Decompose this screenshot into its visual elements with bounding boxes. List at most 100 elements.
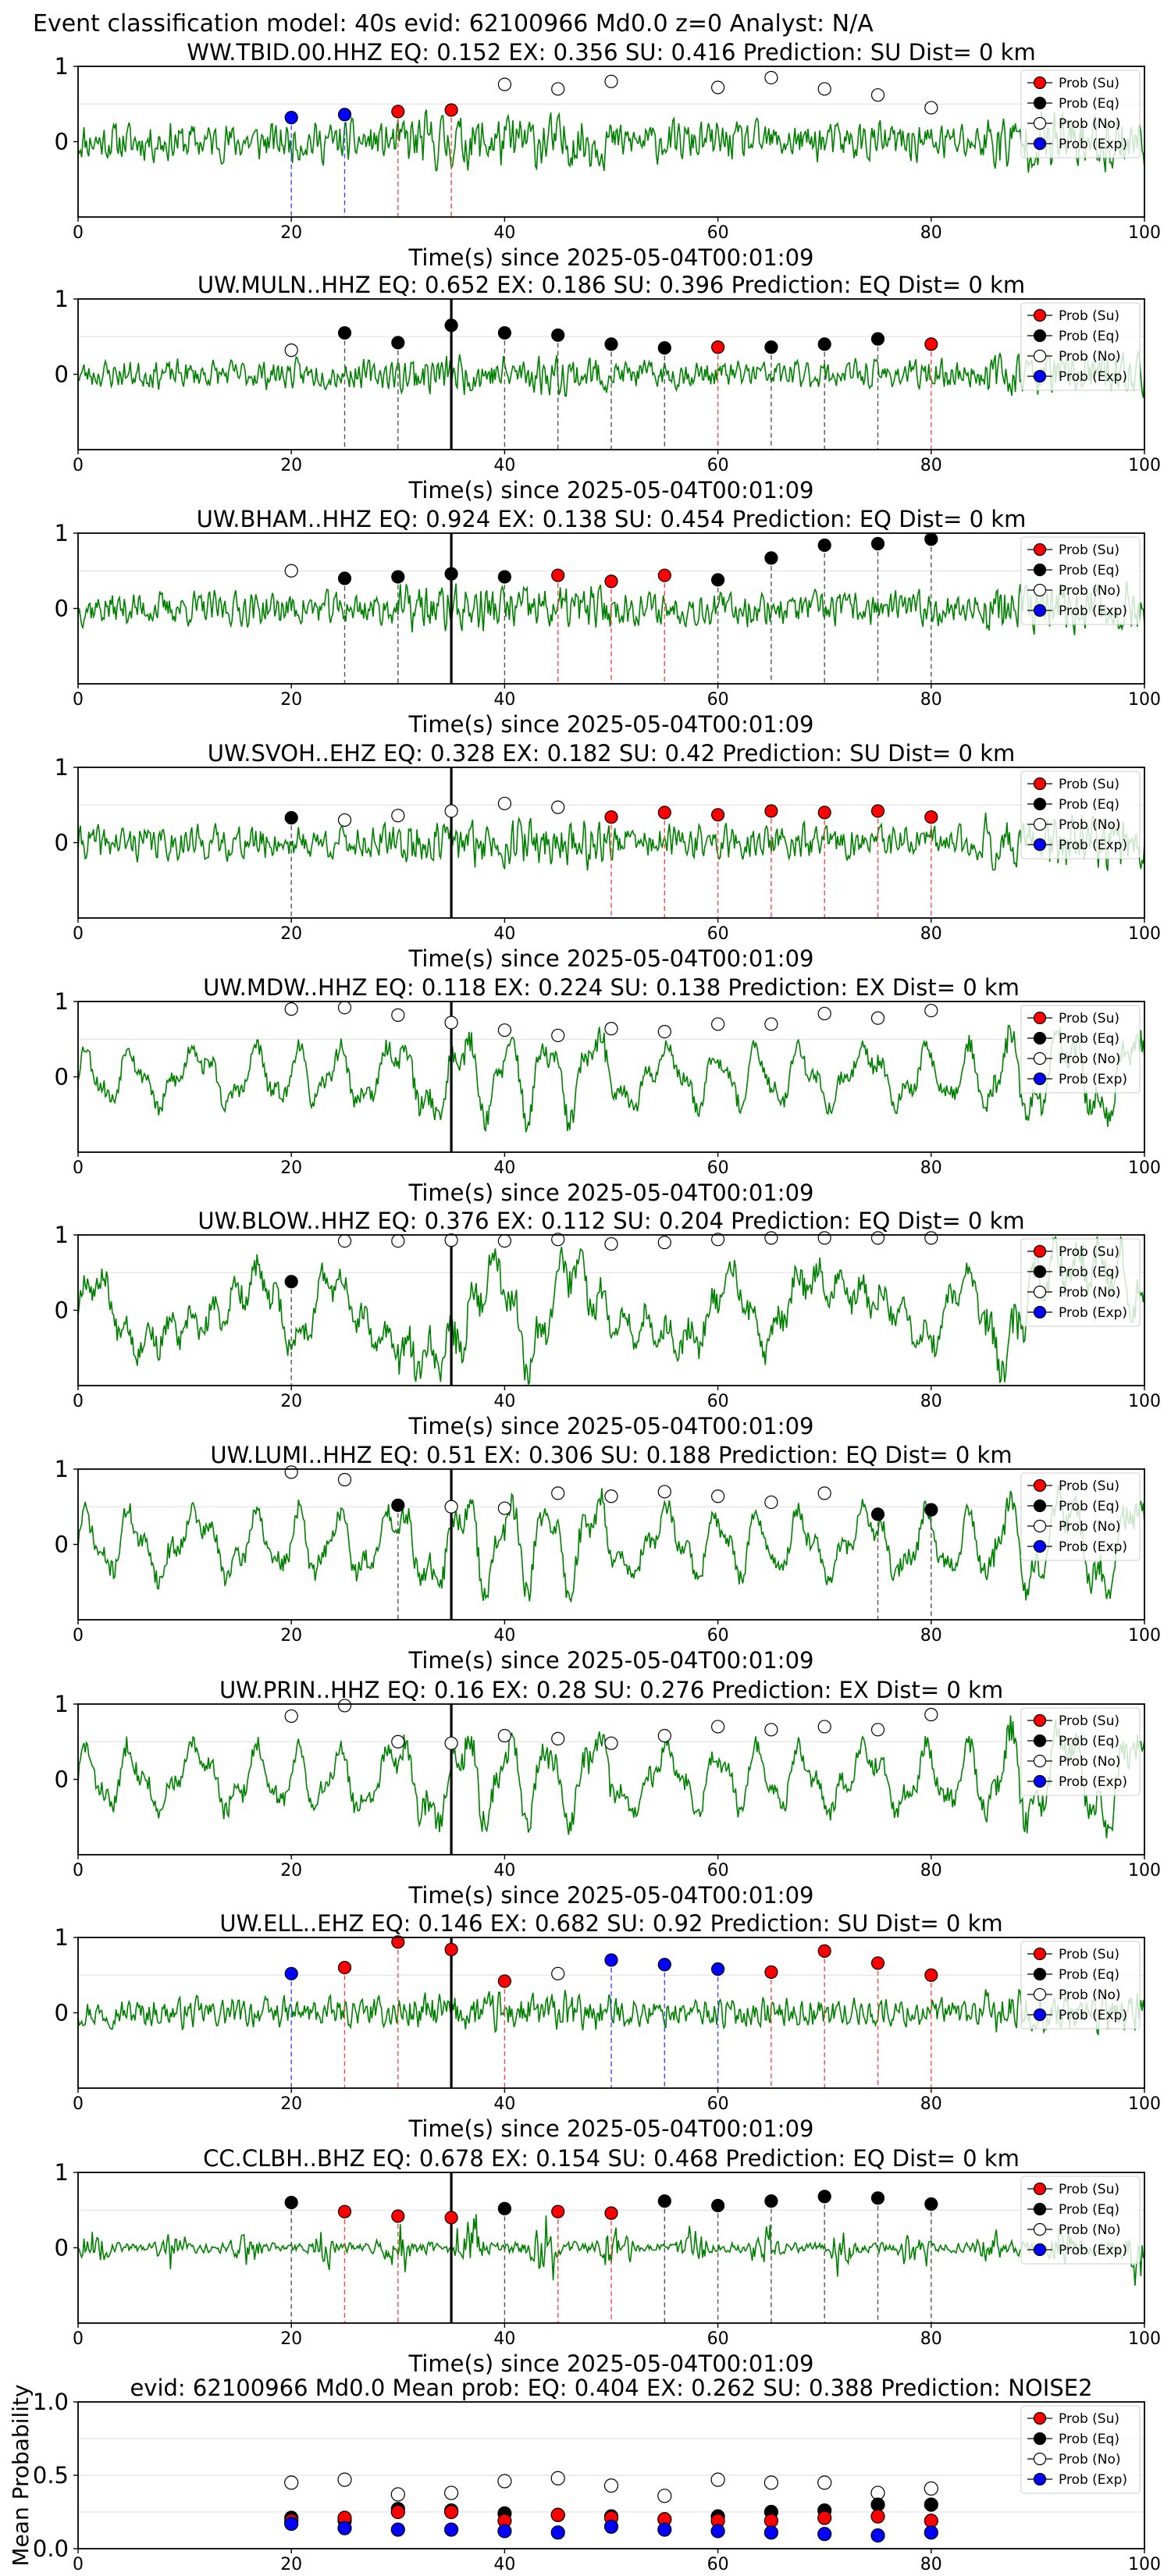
y-tick-label: 1	[55, 53, 69, 80]
legend-marker-eq	[1033, 96, 1047, 110]
legend-label: Prob (Su)	[1059, 777, 1119, 792]
x-tick-label: 80	[920, 924, 942, 944]
panel-2: UW.BHAM..HHZ EQ: 0.924 EX: 0.138 SU: 0.4…	[55, 506, 1161, 738]
legend-label: Prob (Su)	[1059, 1947, 1119, 1962]
legend-marker-su	[1033, 1244, 1047, 1258]
prob-marker-no	[284, 343, 298, 358]
y-tick-label: 1	[55, 988, 69, 1015]
prob-marker-no	[497, 77, 512, 91]
y-tick-label: 0	[55, 129, 69, 155]
prob-marker-eq	[764, 2194, 778, 2208]
prob-marker-no	[657, 1024, 671, 1039]
x-tick-label: 60	[707, 223, 729, 243]
prob-marker-su	[604, 575, 618, 589]
x-axis-label: Time(s) since 2025-05-04T00:01:09	[408, 1413, 814, 1439]
prob-marker-eq	[924, 1503, 938, 1517]
panel-10: evid: 62100966 Md0.0 Mean prob: EQ: 0.40…	[8, 2375, 1161, 2574]
mean-prob-marker-exp	[284, 2516, 299, 2532]
y-tick-label: 0	[55, 830, 69, 856]
x-tick-label: 0	[73, 2555, 84, 2574]
legend-label: Prob (Eq)	[1059, 2202, 1119, 2218]
prob-marker-eq	[764, 551, 778, 565]
prob-marker-no	[710, 1233, 725, 1247]
mean-prob-marker-su	[817, 2510, 832, 2525]
panel-title: CC.CLBH..BHZ EQ: 0.678 EX: 0.154 SU: 0.4…	[203, 2145, 1020, 2172]
legend-label: Prob (Eq)	[1059, 797, 1119, 813]
x-tick-label: 100	[1128, 690, 1161, 710]
x-tick-label: 80	[920, 1626, 942, 1646]
prob-marker-su	[444, 103, 458, 117]
prob-marker-no	[551, 1028, 565, 1043]
prob-marker-su	[924, 1968, 938, 1982]
x-tick-label: 100	[1128, 2094, 1161, 2114]
legend-marker-no	[1033, 349, 1047, 363]
prob-marker-eq	[817, 337, 831, 351]
mean-prob-marker-exp	[763, 2525, 779, 2540]
panel-title: UW.ELL..EHZ EQ: 0.146 EX: 0.682 SU: 0.92…	[219, 1910, 1002, 1937]
prob-marker-no	[604, 1736, 618, 1750]
prob-marker-eq	[657, 341, 671, 355]
legend-label: Prob (No)	[1059, 2452, 1121, 2467]
x-tick-label: 40	[493, 924, 515, 944]
legend-marker-eq	[1033, 2432, 1047, 2446]
prob-marker-no	[337, 1001, 352, 1015]
x-tick-label: 60	[707, 924, 729, 944]
plot-frame	[77, 1234, 1145, 1386]
waveform-trace	[77, 1715, 1145, 1839]
mean-prob-marker-no	[497, 2474, 512, 2489]
x-tick-label: 20	[280, 1861, 302, 1880]
prob-marker-no	[924, 1707, 938, 1722]
legend-label: Prob (Su)	[1059, 1011, 1119, 1026]
x-tick-label: 0	[73, 1158, 84, 1178]
prob-marker-eq	[924, 532, 938, 546]
prob-marker-no	[444, 804, 458, 818]
x-tick-label: 40	[493, 223, 515, 243]
legend-marker-no	[1033, 1754, 1047, 1768]
mean-prob-marker-su	[870, 2509, 885, 2524]
prob-marker-eq	[284, 811, 298, 825]
panel-title: UW.LUMI..HHZ EQ: 0.51 EX: 0.306 SU: 0.18…	[210, 1442, 1012, 1468]
legend-marker-no	[1033, 583, 1047, 597]
legend-marker-eq	[1033, 1734, 1047, 1748]
prob-marker-no	[284, 1465, 298, 1479]
x-tick-label: 40	[493, 1626, 515, 1646]
legend: Prob (Su) Prob (Eq) Prob (No) Prob (Exp)	[1020, 2405, 1141, 2494]
mean-prob-marker-no	[763, 2475, 779, 2490]
prob-marker-no	[817, 1006, 831, 1021]
prob-marker-no	[817, 1486, 831, 1500]
prob-marker-su	[924, 810, 938, 824]
legend-marker-no	[1033, 2452, 1047, 2466]
legend-box	[1020, 69, 1141, 158]
waveform-trace	[77, 1025, 1145, 1133]
prob-marker-eq	[337, 326, 352, 340]
legend-label: Prob (Su)	[1059, 308, 1119, 324]
legend-label: Prob (Su)	[1059, 2411, 1119, 2427]
legend-label: Prob (No)	[1059, 116, 1121, 132]
legend-marker-exp	[1033, 1072, 1047, 1086]
panel-title: UW.BLOW..HHZ EQ: 0.376 EX: 0.112 SU: 0.2…	[198, 1208, 1024, 1234]
x-tick-label: 20	[280, 1158, 302, 1178]
y-tick-label: 1	[55, 1924, 69, 1951]
figure-header: Event classification model: 40s evid: 62…	[33, 10, 874, 37]
y-tick-label: 1	[55, 754, 69, 781]
prob-marker-no	[444, 1016, 458, 1030]
prob-marker-no	[657, 1485, 671, 1499]
prob-marker-su	[870, 1956, 885, 1970]
mean-prob-marker-no	[710, 2472, 725, 2487]
prob-marker-no	[391, 1234, 405, 1248]
prob-marker-eq	[870, 536, 885, 551]
y-tick-label: 0	[55, 361, 69, 388]
prob-marker-no	[604, 74, 618, 88]
prob-marker-no	[764, 70, 778, 85]
waveform-trace	[77, 1988, 1145, 2036]
x-axis-label: Time(s) since 2025-05-04T00:01:09	[408, 1882, 814, 1909]
prob-marker-no	[444, 1500, 458, 1514]
prob-marker-exp	[657, 1958, 671, 1972]
x-axis-label: Time(s) since 2025-05-04T00:01:09	[408, 1179, 814, 1206]
panel-8: UW.ELL..EHZ EQ: 0.146 EX: 0.682 SU: 0.92…	[55, 1910, 1161, 2142]
x-tick-label: 0	[73, 1392, 84, 1411]
x-tick-label: 40	[493, 2094, 515, 2114]
y-tick-label: 1	[55, 1456, 69, 1482]
prob-marker-no	[444, 1233, 458, 1247]
prob-marker-eq	[657, 2194, 671, 2208]
